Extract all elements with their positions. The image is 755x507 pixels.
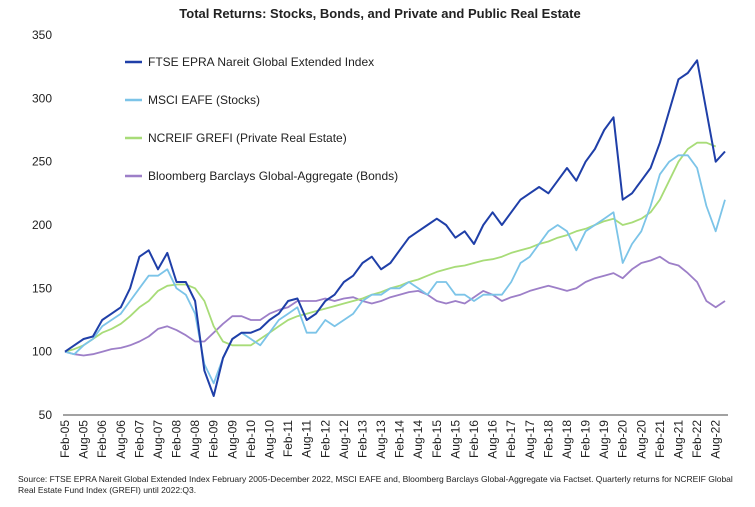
- x-tick-label: Feb-07: [132, 420, 146, 458]
- chart-title: Total Returns: Stocks, Bonds, and Privat…: [179, 6, 580, 21]
- x-tick-label: Aug-13: [374, 420, 388, 459]
- legend-label: FTSE EPRA Nareit Global Extended Index: [148, 55, 374, 69]
- x-tick-label: Aug-10: [263, 420, 277, 459]
- x-tick-label: Feb-16: [467, 420, 481, 458]
- legend-label: NCREIF GREFI (Private Real Estate): [148, 131, 347, 145]
- x-tick-label: Feb-12: [318, 420, 332, 458]
- x-tick-label: Feb-21: [653, 420, 667, 458]
- x-tick-label: Aug-22: [709, 420, 723, 459]
- x-tick-label: Feb-09: [207, 420, 221, 458]
- x-tick-label: Aug-21: [672, 420, 686, 459]
- y-tick-label: 100: [32, 345, 52, 359]
- x-tick-label: Feb-05: [58, 420, 72, 458]
- series-line: [64, 59, 726, 397]
- x-tick-label: Aug-19: [597, 420, 611, 459]
- x-tick-label: Feb-19: [579, 420, 593, 458]
- x-tick-label: Feb-10: [244, 420, 258, 458]
- x-tick-label: Aug-05: [77, 420, 91, 459]
- x-tick-label: Aug-06: [114, 420, 128, 459]
- x-tick-label: Aug-17: [523, 420, 537, 459]
- x-tick-label: Aug-16: [486, 420, 500, 459]
- y-tick-label: 50: [39, 408, 53, 422]
- x-tick-label: Feb-06: [95, 420, 109, 458]
- x-tick-label: Feb-22: [690, 420, 704, 458]
- x-tick-label: Feb-11: [281, 420, 295, 457]
- series-line: [64, 154, 726, 385]
- x-tick-label: Feb-17: [504, 420, 518, 458]
- legend-label: MSCI EAFE (Stocks): [148, 93, 260, 107]
- x-tick-label: Aug-20: [634, 420, 648, 459]
- y-tick-label: 350: [32, 28, 52, 42]
- x-tick-label: Feb-08: [170, 420, 184, 458]
- source-note: Source: FTSE EPRA Nareit Global Extended…: [18, 474, 733, 495]
- x-tick-label: Aug-15: [448, 420, 462, 459]
- x-tick-label: Feb-14: [393, 420, 407, 458]
- y-tick-label: 200: [32, 218, 52, 232]
- legend-label: Bloomberg Barclays Global-Aggregate (Bon…: [148, 169, 398, 183]
- x-tick-label: Aug-07: [151, 420, 165, 459]
- x-tick-label: Feb-20: [616, 420, 630, 458]
- y-tick-label: 300: [32, 91, 52, 105]
- series-line: [64, 255, 726, 357]
- x-tick-label: Aug-12: [337, 420, 351, 459]
- x-tick-label: Aug-11: [300, 420, 314, 458]
- x-tick-label: Aug-18: [560, 420, 574, 459]
- x-tick-label: Aug-08: [188, 420, 202, 459]
- y-tick-label: 150: [32, 281, 52, 295]
- x-tick-label: Feb-13: [355, 420, 369, 458]
- x-tick-label: Aug-09: [225, 420, 239, 459]
- chart: Total Returns: Stocks, Bonds, and Privat…: [32, 6, 728, 459]
- x-tick-label: Aug-14: [411, 420, 425, 459]
- x-tick-label: Feb-15: [430, 420, 444, 458]
- y-tick-label: 250: [32, 155, 52, 169]
- x-tick-label: Feb-18: [541, 420, 555, 458]
